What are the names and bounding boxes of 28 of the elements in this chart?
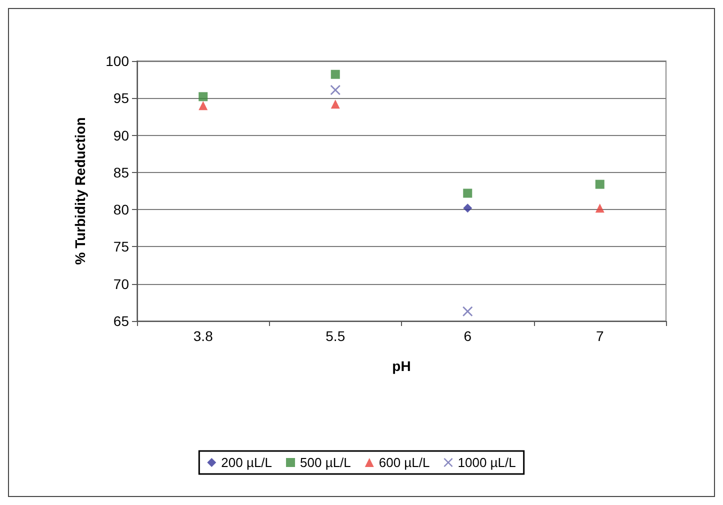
y-tick-label: 75 [113, 238, 130, 255]
y-axis-title: % Turbidity Reduction [72, 117, 88, 265]
point [198, 92, 208, 102]
point [462, 306, 473, 316]
x-tick-label: 3.8 [193, 328, 214, 344]
point [463, 188, 472, 198]
x-tick-label: 6 [464, 328, 472, 344]
x-tick-label: 5.5 [326, 328, 346, 344]
y-tick-label: 100 [106, 53, 130, 69]
point [463, 204, 472, 213]
point [198, 101, 208, 110]
point [330, 100, 340, 109]
point [595, 180, 604, 189]
y-tick-label: 70 [113, 276, 130, 292]
point [595, 204, 604, 213]
y-tick-label: 80 [113, 202, 130, 218]
legend-label: 1000 µL/L [458, 455, 516, 470]
legend-label: 200 µL/L [221, 455, 272, 470]
y-tick-label: 90 [113, 127, 130, 144]
y-tick-label: 65 [113, 313, 130, 329]
x-axis-title: pH [392, 358, 411, 374]
x-tick-label: 7 [596, 328, 604, 344]
y-tick-label: 85 [113, 164, 130, 180]
legend-label: 600 µL/L [378, 455, 430, 470]
point [330, 70, 340, 79]
point [330, 84, 340, 95]
legend-label: 500 µL/L [300, 455, 351, 470]
y-tick-label: 95 [113, 90, 130, 106]
